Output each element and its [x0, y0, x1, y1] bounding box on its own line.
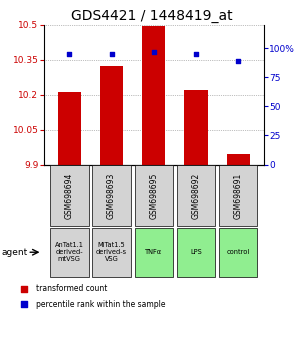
Bar	[227, 154, 250, 165]
Point	[22, 302, 27, 307]
Text: transformed count: transformed count	[36, 284, 108, 293]
Text: GDS4421 / 1448419_at: GDS4421 / 1448419_at	[71, 8, 232, 23]
Text: GSM698694: GSM698694	[65, 172, 74, 219]
Point	[22, 286, 27, 291]
Bar	[135, 165, 173, 226]
Bar	[142, 26, 165, 165]
Text: MiTat1.5
derived-s
VSG: MiTat1.5 derived-s VSG	[96, 242, 127, 262]
Text: GSM698695: GSM698695	[149, 172, 158, 219]
Text: AnTat1.1
derived-
mtVSG: AnTat1.1 derived- mtVSG	[55, 242, 84, 262]
Point	[109, 51, 114, 57]
Text: LPS: LPS	[190, 249, 202, 255]
Text: control: control	[227, 249, 250, 255]
Bar	[177, 228, 215, 277]
Point	[67, 51, 72, 57]
Bar	[219, 165, 258, 226]
Point	[194, 51, 198, 57]
Text: agent: agent	[2, 248, 28, 257]
Text: percentile rank within the sample: percentile rank within the sample	[36, 300, 166, 309]
Text: GSM698693: GSM698693	[107, 172, 116, 219]
Text: GSM698692: GSM698692	[191, 172, 201, 219]
Point	[236, 58, 241, 64]
Bar	[92, 228, 131, 277]
Bar	[92, 165, 131, 226]
Bar	[50, 228, 88, 277]
Bar	[58, 92, 81, 165]
Bar	[100, 65, 123, 165]
Bar	[177, 165, 215, 226]
Bar	[135, 228, 173, 277]
Text: TNFα: TNFα	[145, 249, 162, 255]
Point	[152, 49, 156, 55]
Text: GSM698691: GSM698691	[234, 172, 243, 219]
Bar	[185, 90, 208, 165]
Bar	[50, 165, 88, 226]
Bar	[219, 228, 258, 277]
